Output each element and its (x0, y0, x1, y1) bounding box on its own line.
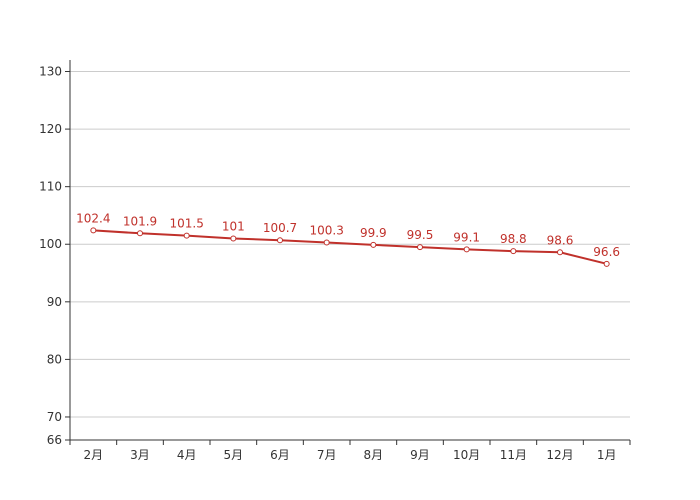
x-tick-label: 4月 (177, 448, 197, 462)
data-point (137, 230, 143, 237)
data-point (90, 227, 97, 234)
data-label: 99.9 (360, 226, 387, 240)
x-tick-label: 2月 (84, 448, 104, 462)
x-tick-labels: 2月 3月 4月 5月 6月 7月 8月 9月 10月 11月 12月 1月 (84, 448, 617, 462)
y-tick-label: 100 (39, 237, 62, 251)
x-tick-label: 9月 (410, 448, 430, 462)
y-tick-label: 80 (47, 352, 62, 366)
y-tick-label: 130 (39, 65, 62, 79)
data-point (323, 239, 330, 246)
x-tick-label: 10月 (453, 448, 480, 462)
data-label: 101 (222, 219, 245, 233)
data-point (557, 249, 563, 256)
y-tick-labels: 66 70 80 90 100 110 120 130 (39, 65, 62, 447)
x-tick-label: 1月 (597, 448, 617, 462)
data-label: 100.7 (263, 221, 297, 235)
x-tick-label: 3月 (130, 448, 150, 462)
data-label: 101.9 (123, 214, 157, 228)
data-point (183, 232, 190, 239)
data-point (277, 237, 283, 244)
y-tick-label: 120 (39, 122, 62, 136)
series-line (93, 229, 607, 265)
x-tick-label: 11月 (500, 448, 527, 462)
x-tick-label: 7月 (317, 448, 337, 462)
data-point (603, 260, 610, 267)
y-tick-label: 90 (47, 295, 62, 309)
data-point (417, 244, 423, 251)
data-label: 99.5 (407, 228, 434, 242)
y-tick-label: 66 (47, 433, 62, 447)
y-tick-label: 110 (39, 180, 62, 194)
data-labels: 102.4 101.9 101.5 101 100.7 100.3 99.9 99.5 99.1… (76, 211, 620, 258)
data-label: 96.6 (593, 245, 620, 259)
series-layer (90, 227, 610, 267)
data-point (463, 246, 470, 253)
y-tick-label: 70 (47, 410, 62, 424)
data-label: 98.6 (547, 233, 574, 247)
x-tick-label: 6月 (270, 448, 290, 462)
x-tick-label: 12月 (546, 448, 573, 462)
data-point (510, 248, 517, 255)
data-point (230, 235, 237, 242)
data-label: 99.1 (453, 230, 480, 244)
data-point (370, 241, 377, 248)
data-label: 100.3 (309, 224, 343, 238)
axes (65, 60, 631, 445)
data-label: 98.8 (500, 232, 527, 246)
grid-lines (70, 71, 630, 418)
x-tick-label: 5月 (224, 448, 244, 462)
data-label: 102.4 (76, 211, 110, 225)
x-tick-label: 8月 (364, 448, 384, 462)
data-label: 101.5 (169, 217, 203, 231)
